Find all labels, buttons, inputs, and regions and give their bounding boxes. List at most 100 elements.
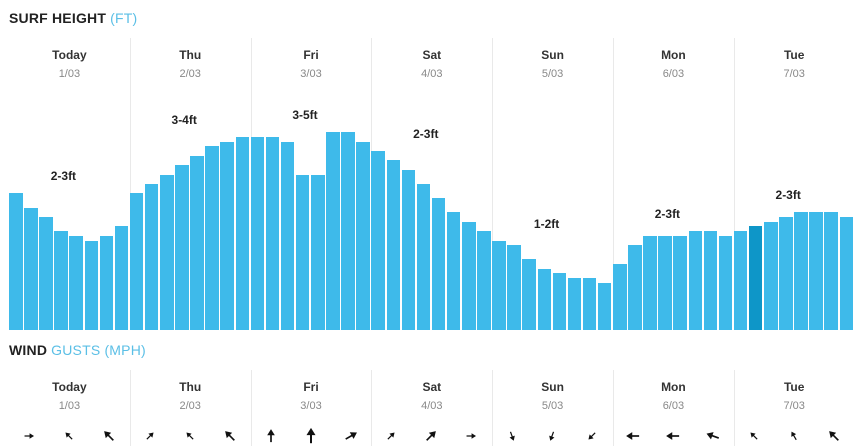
surf-bar[interactable] [371, 151, 385, 330]
surf-bar[interactable] [220, 141, 234, 330]
surf-bar[interactable] [703, 231, 718, 330]
surf-bar[interactable] [628, 245, 642, 330]
surf-day-header[interactable]: Fri 3/03 [251, 38, 372, 80]
surf-bar[interactable] [160, 174, 174, 330]
wind-day-date: 6/03 [662, 400, 685, 412]
surf-bar[interactable] [24, 207, 38, 330]
wind-day-header[interactable]: Tue 7/03 [734, 370, 855, 412]
wind-arrow-icon [666, 432, 680, 440]
surf-bar[interactable] [416, 184, 431, 330]
wind-day-separator [733, 370, 735, 446]
surf-bar[interactable] [114, 226, 129, 330]
wind-day-name: Today [52, 380, 87, 394]
surf-bar[interactable] [386, 160, 400, 330]
wind-arrow-icon [750, 432, 758, 440]
surf-day-date: 3/03 [300, 68, 322, 80]
wind-day-date: 7/03 [783, 400, 805, 412]
surf-bar[interactable] [250, 136, 265, 330]
surf-bar[interactable] [54, 231, 68, 330]
wind-day-separator [371, 370, 373, 446]
surf-bar[interactable] [84, 240, 98, 330]
surf-bar[interactable] [295, 174, 310, 330]
wind-day-separator [250, 370, 252, 446]
surf-bar[interactable] [567, 278, 582, 330]
surf-day-header[interactable]: Today 1/03 [9, 38, 130, 80]
surf-bar[interactable] [265, 136, 280, 330]
surf-bar[interactable] [839, 216, 853, 330]
surf-day-header[interactable]: Sun 5/03 [492, 38, 613, 80]
surf-bar[interactable] [552, 273, 567, 330]
surf-day-header[interactable]: Thu 2/03 [130, 38, 251, 80]
wind-arrow-icon [146, 432, 154, 440]
surf-bar[interactable] [205, 146, 219, 330]
surf-bar[interactable] [341, 132, 355, 330]
surf-bar[interactable] [613, 264, 627, 330]
wind-arrow-icon [65, 432, 73, 440]
wind-arrow-icon [828, 431, 839, 441]
wind-title-text: WIND [9, 342, 48, 358]
wind-arrow-icon [104, 431, 114, 441]
surf-bar[interactable] [718, 235, 733, 330]
surf-bar[interactable] [39, 216, 53, 330]
surf-bar[interactable] [537, 268, 551, 330]
surf-bar[interactable] [431, 198, 446, 330]
surf-bar[interactable] [144, 184, 159, 330]
surf-bar[interactable] [673, 235, 687, 330]
wind-day-header[interactable]: Thu 2/03 [130, 370, 251, 412]
wind-day-header[interactable]: Today 1/03 [9, 370, 130, 412]
surf-day-header[interactable]: Mon 6/03 [613, 38, 734, 80]
surf-day-date: 2/03 [179, 68, 201, 80]
surf-bar[interactable] [356, 141, 370, 330]
surf-bar[interactable] [311, 174, 325, 330]
surf-bar[interactable] [492, 240, 506, 330]
surf-range-label: 2-3ft [50, 169, 77, 184]
surf-bar[interactable] [809, 212, 823, 330]
surf-day-name: Mon [661, 48, 686, 62]
surf-bar[interactable] [779, 216, 793, 330]
surf-bar[interactable] [190, 155, 204, 330]
surf-bar[interactable] [597, 282, 612, 330]
surf-bar[interactable] [824, 212, 838, 330]
surf-bar[interactable] [582, 278, 597, 330]
wind-arrow-icon [706, 432, 720, 440]
surf-bar[interactable] [643, 235, 657, 330]
surf-bar[interactable] [446, 212, 461, 330]
surf-day-name: Sat [422, 48, 442, 62]
surf-range-label: 1-2ft [533, 216, 560, 231]
wind-day-header[interactable]: Sun 5/03 [492, 370, 613, 412]
surf-bar[interactable] [688, 231, 702, 330]
surf-bar[interactable] [522, 259, 536, 330]
wind-arrow-icon [426, 431, 437, 441]
surf-bar[interactable] [129, 193, 144, 330]
surf-bar[interactable] [477, 231, 491, 330]
surf-bar[interactable] [748, 226, 763, 330]
surf-day-name: Fri [303, 48, 319, 62]
surf-chart: Today 1/03 Thu 2/03 Fri 3/03 Sat 4/03 Sun 5/03 Mon… [9, 38, 855, 330]
surf-day-header[interactable]: Sat 4/03 [371, 38, 492, 80]
wind-day-date: 1/03 [58, 400, 81, 412]
surf-bar[interactable] [462, 221, 476, 330]
wind-day-header[interactable]: Mon 6/03 [613, 370, 734, 412]
surf-bar[interactable] [733, 231, 748, 330]
surf-bar[interactable] [794, 212, 808, 330]
surf-day-name: Tue [783, 48, 805, 62]
surf-bar[interactable] [99, 235, 114, 330]
surf-bar[interactable] [326, 132, 340, 330]
surf-bar[interactable] [764, 221, 778, 330]
wind-day-date: 3/03 [300, 400, 322, 412]
surf-day-separator [733, 38, 735, 330]
wind-day-header[interactable]: Sat 4/03 [371, 370, 492, 412]
surf-bar[interactable] [235, 136, 249, 330]
wind-arrow-icon [791, 431, 797, 441]
wind-day-header[interactable]: Fri 3/03 [251, 370, 372, 412]
surf-bar[interactable] [658, 235, 672, 330]
surf-day-header[interactable]: Tue 7/03 [734, 38, 855, 80]
surf-bar[interactable] [401, 169, 416, 330]
surf-bar[interactable] [69, 235, 83, 330]
surf-bar[interactable] [9, 193, 23, 330]
surf-bar[interactable] [280, 141, 295, 330]
surf-bar[interactable] [175, 165, 189, 330]
surf-bar[interactable] [507, 245, 521, 330]
surf-title-text: SURF HEIGHT [9, 10, 107, 26]
wind-arrow-icon [344, 432, 357, 440]
